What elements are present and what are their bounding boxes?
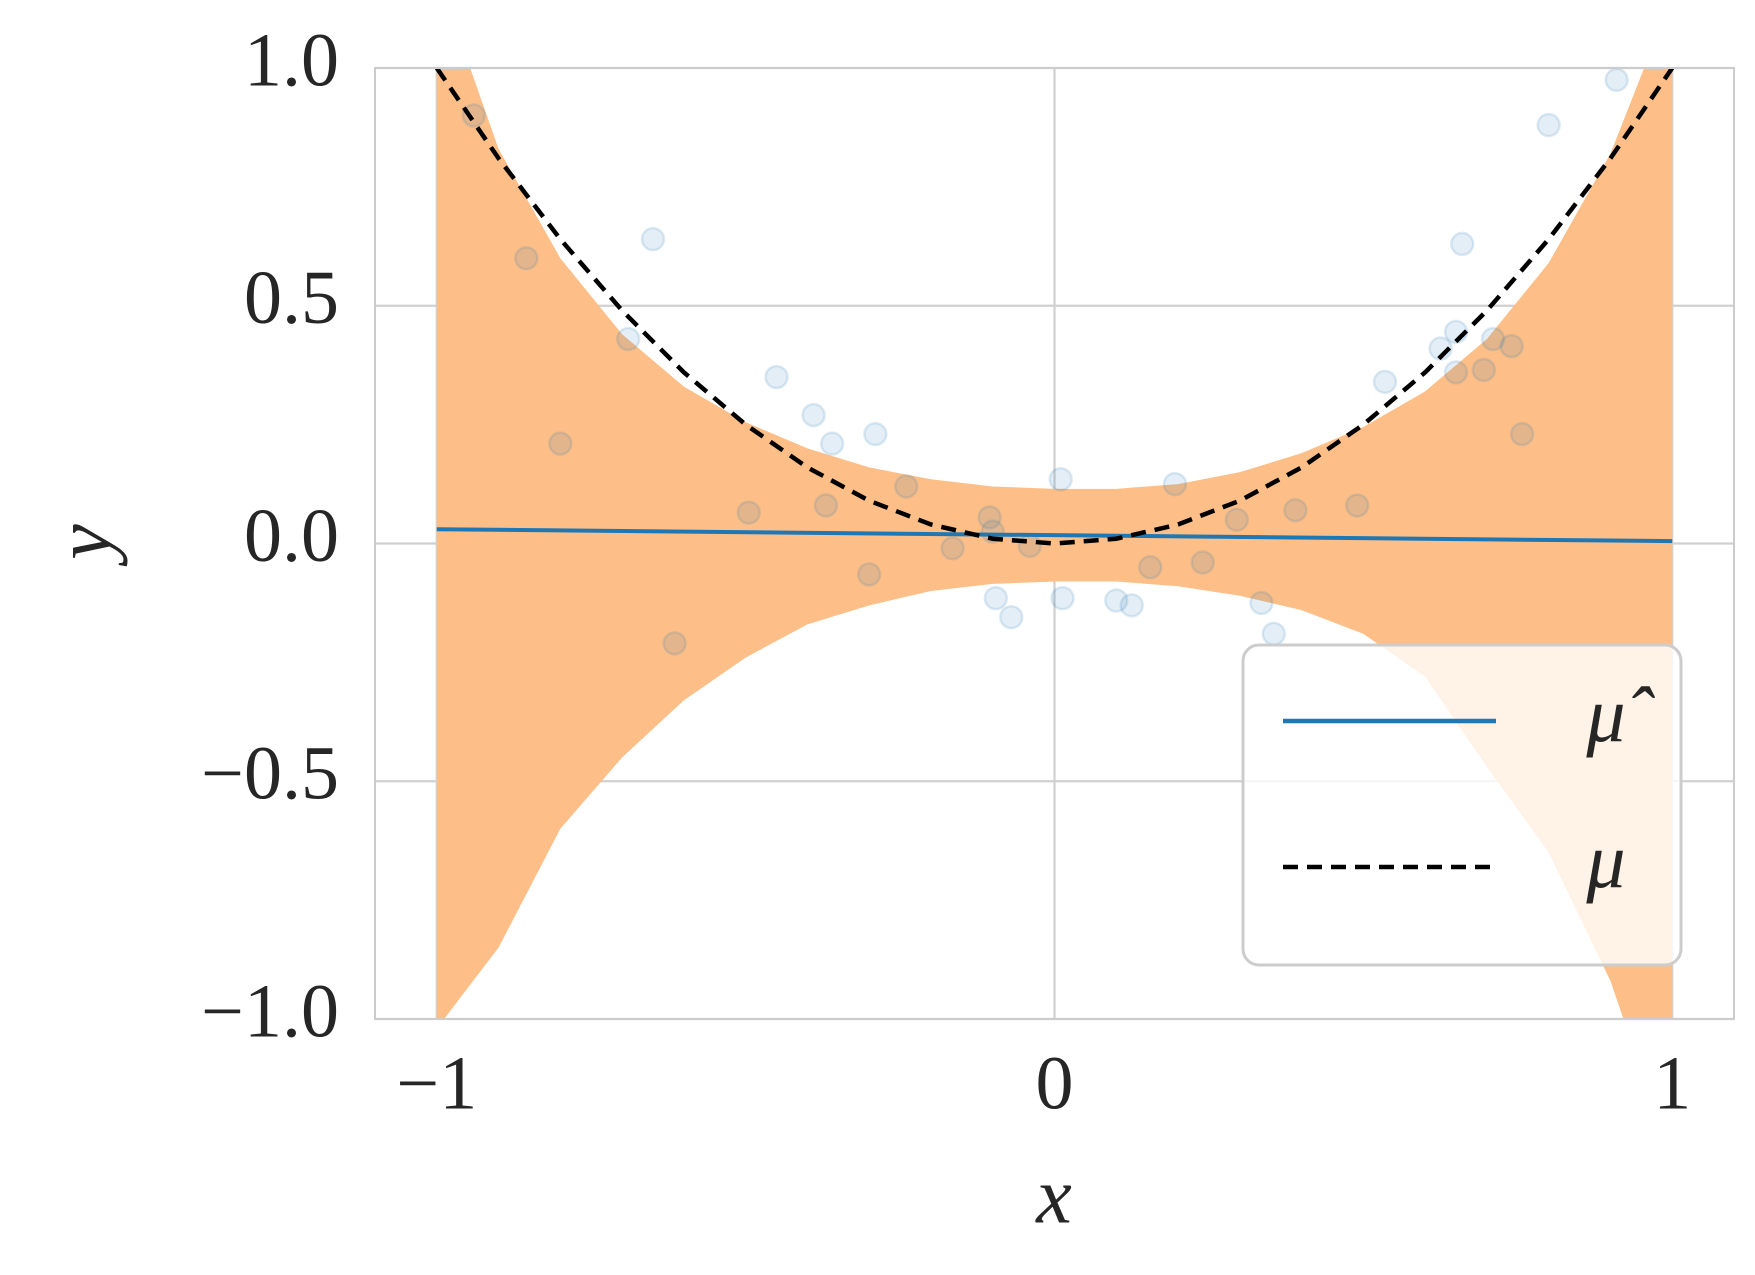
scatter-point bbox=[1480, 326, 1506, 352]
scatter-point bbox=[1261, 621, 1287, 647]
scatter-point bbox=[813, 493, 839, 518]
scatter-point bbox=[977, 505, 1002, 530]
plot-area bbox=[434, 68, 1675, 1019]
scatter-point bbox=[1048, 467, 1073, 492]
y-tick-label: 0.0 bbox=[244, 494, 339, 578]
scatter-point bbox=[1249, 590, 1274, 616]
scatter-point bbox=[1050, 585, 1075, 611]
scatter-point bbox=[999, 604, 1024, 630]
y-axis-label: y bbox=[40, 524, 128, 567]
scatter-point bbox=[1509, 421, 1535, 447]
y-tick-label: 1.0 bbox=[244, 18, 339, 102]
scatter-point bbox=[1536, 112, 1561, 138]
scatter-point bbox=[856, 562, 882, 587]
confidence-band bbox=[436, 68, 1673, 1019]
scatter-point bbox=[1119, 593, 1144, 618]
legend-box bbox=[1241, 643, 1683, 967]
scatter-point bbox=[616, 326, 641, 352]
y-tick-label: −1.0 bbox=[201, 969, 339, 1053]
scatter-point bbox=[662, 631, 687, 656]
scatter-point bbox=[983, 585, 1009, 611]
scatter-point bbox=[1604, 68, 1629, 93]
scatter-point bbox=[640, 226, 666, 252]
scatter-point bbox=[893, 474, 919, 499]
scatter-point bbox=[1017, 533, 1043, 559]
y-tick-label: 0.5 bbox=[244, 256, 339, 340]
scatter-point bbox=[1283, 497, 1308, 523]
scatter-point bbox=[1449, 231, 1475, 257]
scatter-point bbox=[461, 103, 487, 128]
scatter-point bbox=[764, 364, 789, 390]
legend-label: μ bbox=[1585, 817, 1625, 904]
scatter-point bbox=[801, 402, 826, 428]
x-tick-label: 1 bbox=[1653, 1041, 1691, 1125]
plot-frame bbox=[374, 67, 1735, 1020]
scatter-point bbox=[1162, 471, 1188, 497]
scatter-point bbox=[940, 536, 965, 561]
scatter-point bbox=[1372, 369, 1398, 395]
y-tick-label: −0.5 bbox=[201, 732, 339, 816]
scatter-point bbox=[548, 431, 573, 456]
scatter-point bbox=[1443, 360, 1469, 385]
scatter-point bbox=[1190, 550, 1216, 575]
x-tick-label: −1 bbox=[396, 1041, 477, 1125]
scatter-point bbox=[1344, 493, 1370, 518]
scatter-point bbox=[1471, 357, 1497, 383]
x-tick-label: 0 bbox=[1036, 1041, 1074, 1125]
scatter-point bbox=[1104, 588, 1129, 613]
scatter-point bbox=[863, 421, 888, 447]
series-line bbox=[434, 68, 1675, 546]
scatter-point bbox=[514, 245, 539, 271]
scatter-point bbox=[1224, 507, 1249, 532]
scatter-point bbox=[1499, 333, 1524, 359]
series-line bbox=[436, 527, 1673, 544]
x-axis-label: x bbox=[1035, 1152, 1072, 1240]
scatter-point bbox=[1137, 555, 1163, 580]
scatter-point bbox=[819, 431, 845, 456]
scatter-point bbox=[736, 500, 761, 525]
